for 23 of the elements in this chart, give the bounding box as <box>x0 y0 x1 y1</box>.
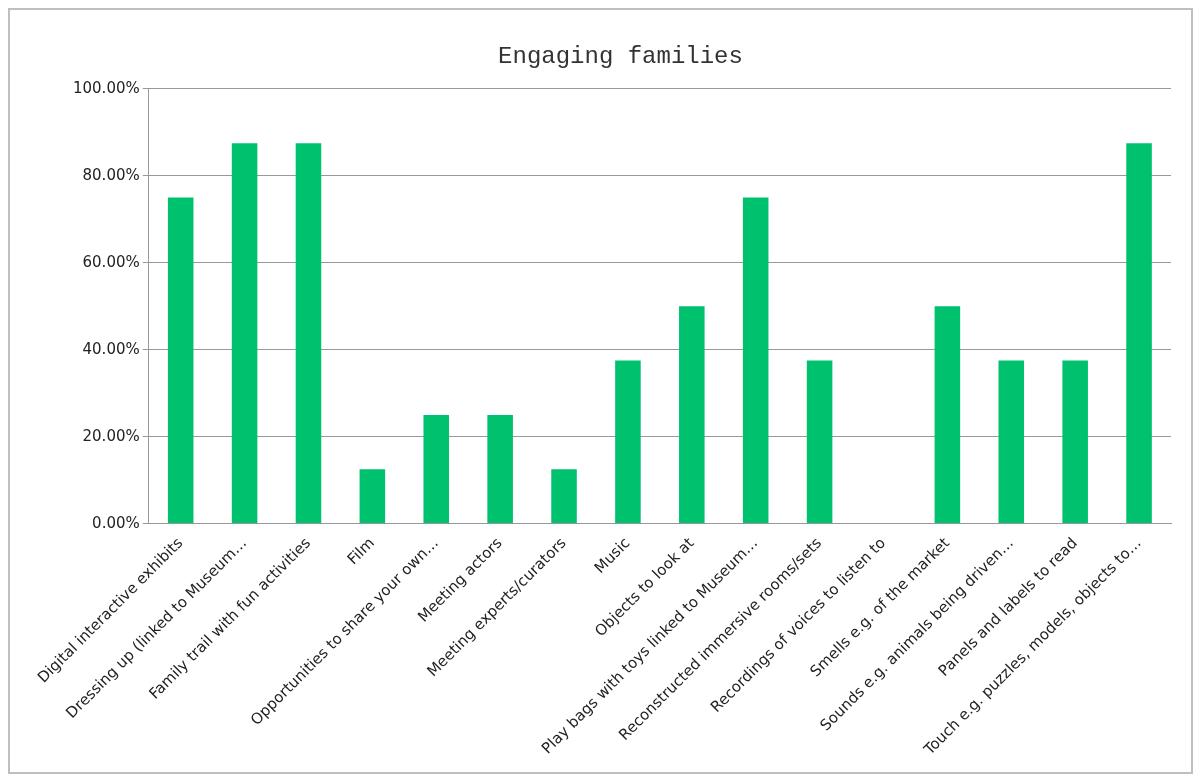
bar <box>359 469 386 524</box>
bar <box>1062 360 1088 524</box>
x-tick-label: Film <box>343 533 378 569</box>
bar <box>934 306 961 524</box>
bar <box>551 469 577 524</box>
y-tick-label: 0.00% <box>92 513 140 532</box>
bar <box>615 360 641 524</box>
y-tick-label: 100.00% <box>72 78 140 97</box>
bar <box>679 306 705 524</box>
bar <box>806 360 833 524</box>
chart-title: Engaging families <box>498 42 743 70</box>
bar <box>1126 143 1152 524</box>
y-tick-label: 80.00% <box>82 165 140 184</box>
y-tick-label: 60.00% <box>82 252 140 271</box>
bar <box>742 197 769 524</box>
bar <box>295 143 322 524</box>
bar <box>487 414 513 524</box>
y-tick-label: 20.00% <box>82 426 140 445</box>
bar <box>998 360 1025 524</box>
bar <box>167 197 194 524</box>
bar <box>423 414 450 524</box>
bar <box>231 143 258 524</box>
y-tick-label: 40.00% <box>82 339 140 358</box>
